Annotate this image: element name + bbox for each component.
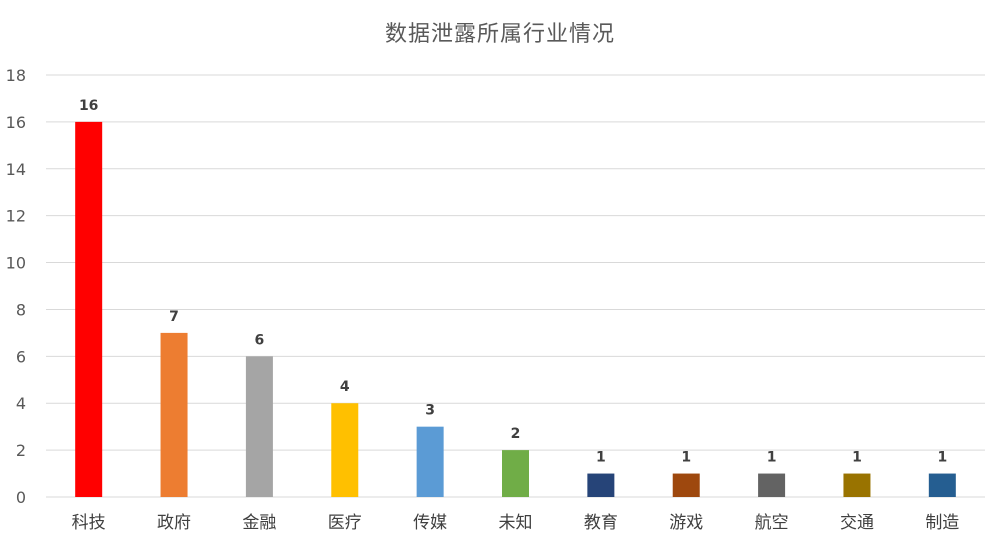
x-category-label: 未知 [499,513,533,533]
data-label: 2 [511,426,521,442]
data-label: 6 [255,332,265,348]
y-tick-label: 14 [6,160,26,179]
bars [75,121,956,497]
data-label: 1 [852,450,862,466]
x-category-label: 教育 [584,513,618,533]
bar [416,426,444,497]
x-category-label: 传媒 [413,513,447,533]
bar [928,473,956,497]
x-category-label: 科技 [72,513,106,533]
bar [245,356,273,497]
data-label: 1 [681,450,691,466]
y-tick-label: 0 [16,488,26,507]
x-axis-categories: 科技 政府 金融 医疗 传媒 未知 教育 游戏 航空 交通 制造 [72,513,960,533]
data-label: 1 [596,450,606,466]
x-category-label: 交通 [840,513,874,533]
bar [672,473,700,497]
data-label: 7 [169,309,179,325]
data-label: 3 [425,403,435,419]
y-axis-ticks: 0 2 4 6 8 10 12 14 16 18 [6,66,26,507]
x-category-label: 制造 [925,513,959,533]
bar [587,473,615,497]
data-label: 1 [767,450,777,466]
y-tick-label: 16 [6,113,26,132]
y-tick-label: 12 [6,207,26,226]
y-tick-label: 10 [6,254,26,273]
y-tick-label: 18 [6,66,26,85]
x-category-label: 医疗 [328,513,362,533]
data-label: 1 [937,450,947,466]
y-tick-label: 8 [16,300,26,319]
data-label: 16 [79,98,98,114]
chart-title: 数据泄露所属行业情况 [384,22,615,47]
bar [160,332,188,497]
y-tick-label: 2 [16,441,26,460]
data-label: 4 [340,379,350,395]
x-category-label: 航空 [755,513,789,533]
data-labels: 16 7 6 4 3 2 1 1 1 1 1 [79,98,947,466]
x-category-label: 政府 [157,513,191,533]
x-category-label: 金融 [242,513,276,533]
y-tick-label: 4 [16,394,26,413]
bar [758,473,786,497]
x-category-label: 游戏 [669,513,703,533]
bar [502,450,529,497]
bar [843,473,871,497]
y-tick-label: 6 [16,347,26,366]
bar [75,121,103,497]
bar [331,403,359,497]
